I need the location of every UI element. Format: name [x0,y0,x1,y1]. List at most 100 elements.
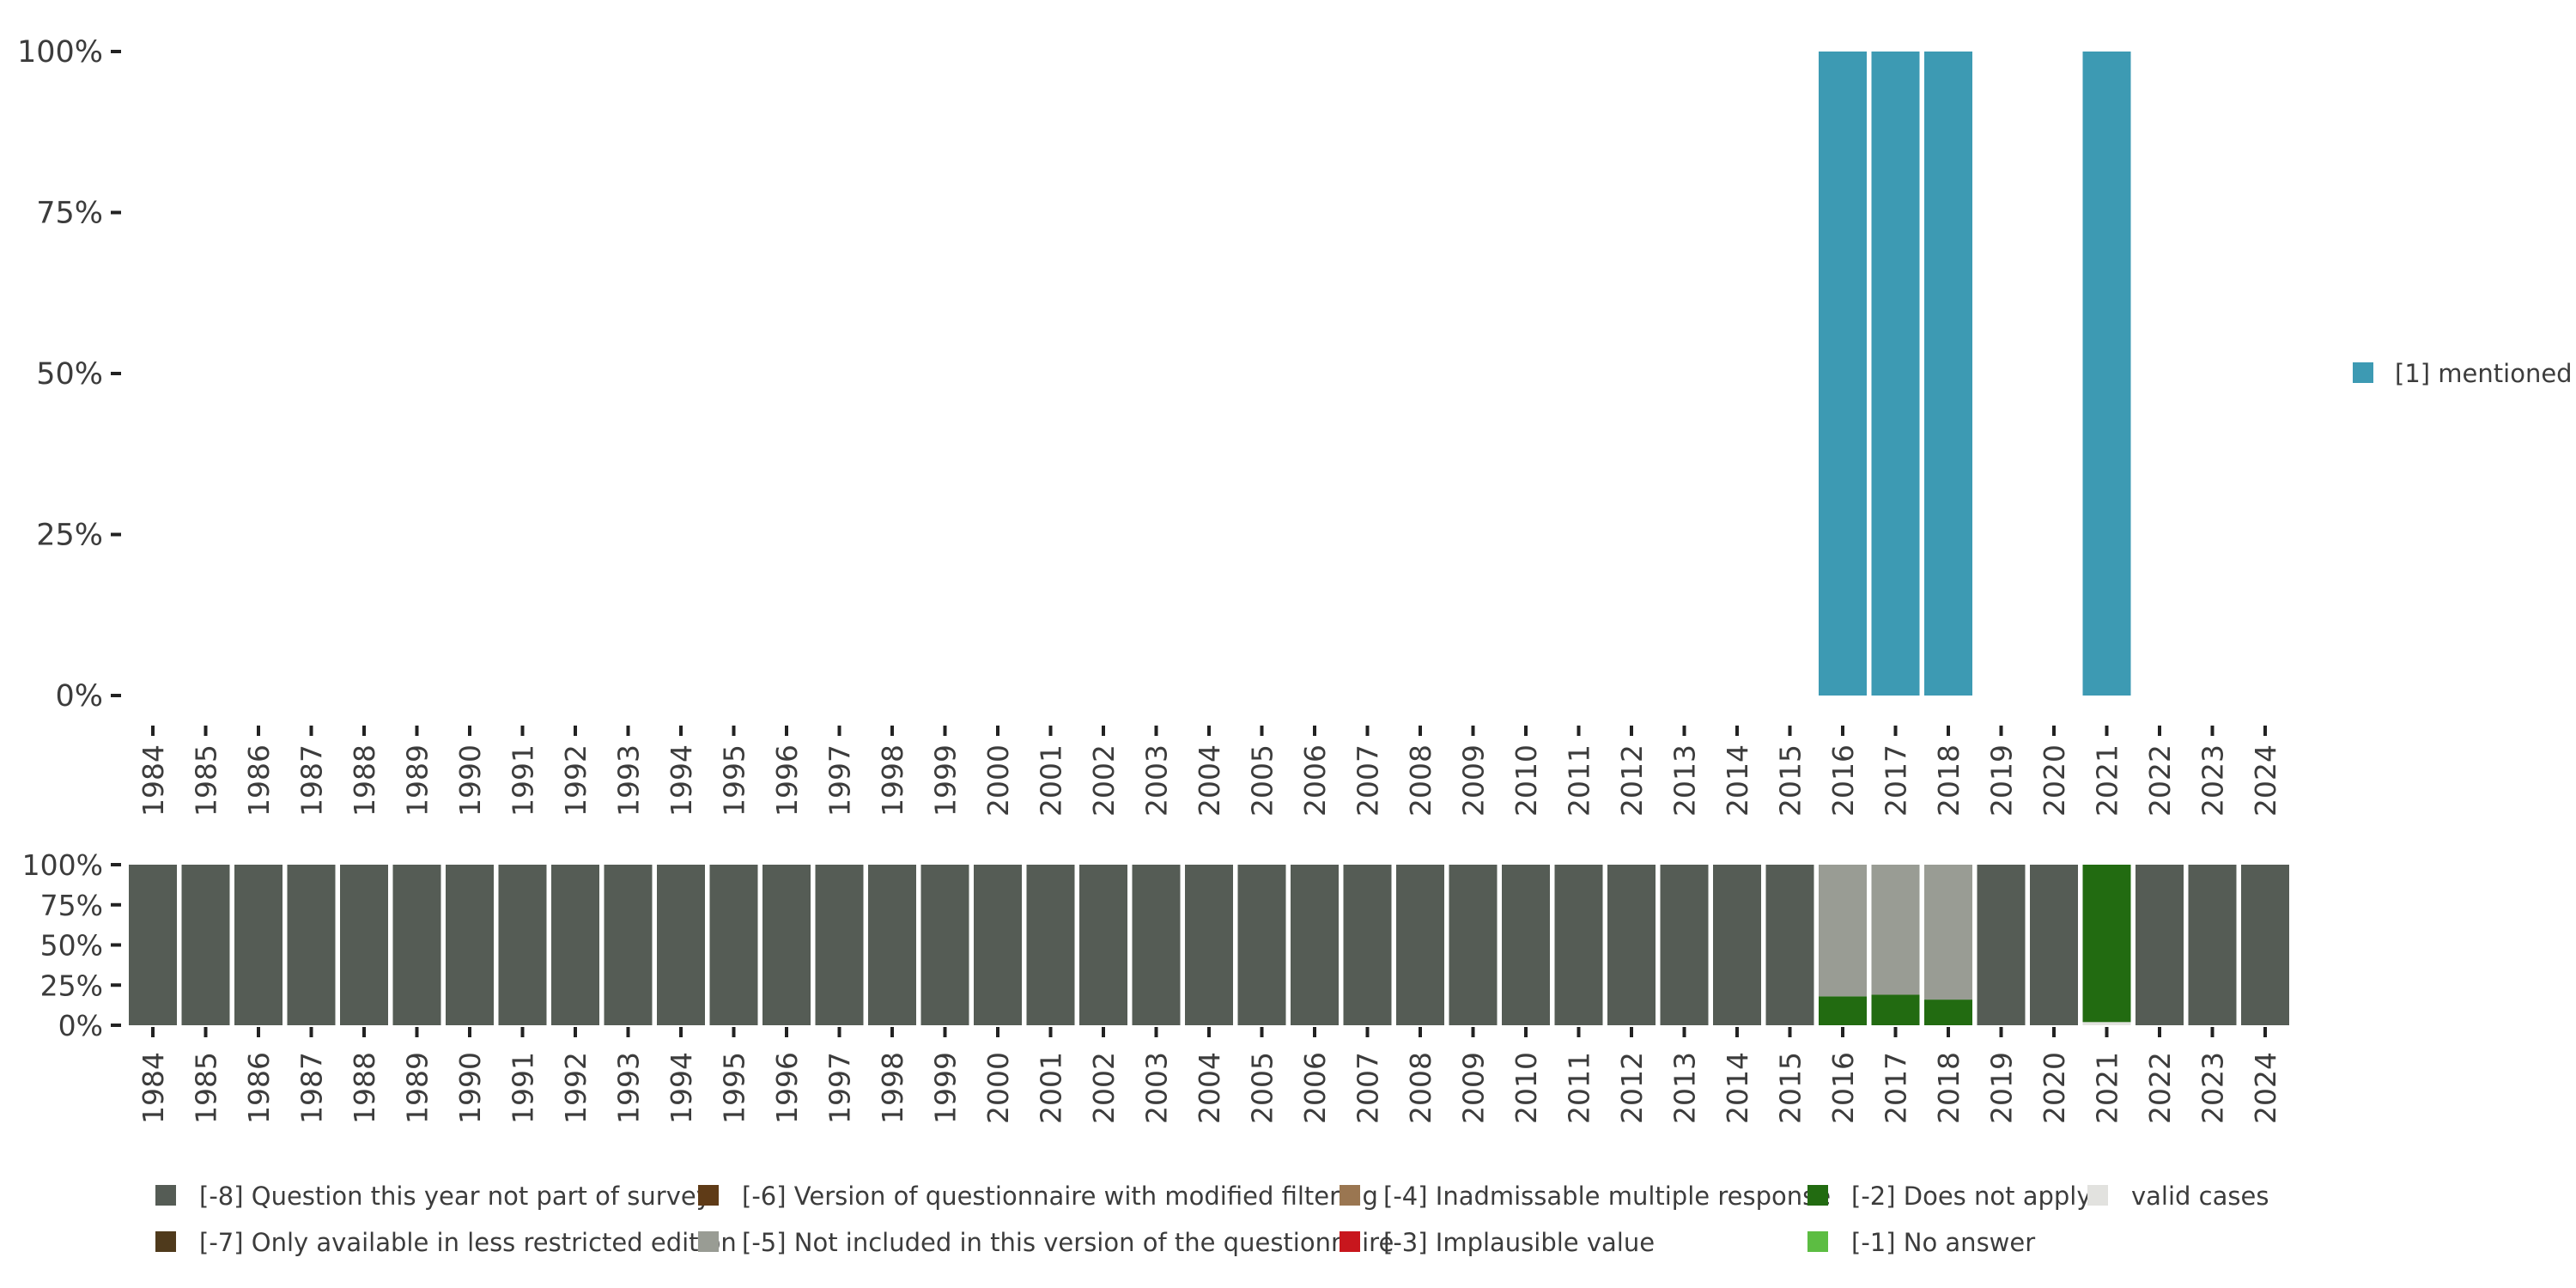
top-x-tick-label: 1987 [295,744,329,817]
bottom-x-tick-label: 2016 [1826,1052,1860,1124]
bottom-y-axis: 0% 25% 50% 75% 100% [22,848,121,1042]
top-x-tick-label: 1989 [401,744,434,817]
bottom-bar-2013-8-question-this-year-not-part-of-survey [1660,865,1709,1025]
bottom-legend-swatch-3-implausible-value [1340,1231,1360,1252]
bottom-bar-2014-8-question-this-year-not-part-of-survey [1713,865,1761,1025]
bottom-x-tick-label: 2009 [1457,1052,1491,1124]
bottom-legend-label-valid-cases: valid cases [2131,1182,2269,1211]
top-x-tick-label: 2013 [1668,744,1702,817]
top-bar-2018-1-mentioned [1924,52,1972,696]
bottom-bar-2008-8-question-this-year-not-part-of-survey [1396,865,1444,1025]
top-x-tick-label: 1986 [242,744,276,817]
bottom-legend-swatch-7-only-available-in-less-restricted-edition [155,1231,176,1252]
top-x-tick-label: 2006 [1298,744,1332,817]
bottom-legend-label-4-inadmissable-multiple-response: [-4] Inadmissable multiple response [1383,1182,1831,1211]
top-x-tick-label: 1996 [770,744,804,817]
bottom-legend-label-8-question-this-year-not-part-of-survey: [-8] Question this year not part of surv… [199,1182,711,1211]
bottom-x-tick-label: 2005 [1246,1052,1279,1124]
bottom-x-tick-label: 1985 [190,1052,223,1124]
bottom-bar-2005-8-question-this-year-not-part-of-survey [1237,865,1286,1025]
bottom-x-tick-label: 2007 [1352,1052,1385,1124]
bottom-x-tick-label: 2011 [1563,1052,1596,1124]
bottom-bar-2015-8-question-this-year-not-part-of-survey [1765,865,1814,1025]
bottom-x-tick-label: 2017 [1880,1052,1913,1124]
bottom-legend-label-6-version-of-questionnaire-with-modified-filtering: [-6] Version of questionnaire with modif… [742,1182,1378,1211]
bottom-bar-1985-8-question-this-year-not-part-of-survey [181,865,230,1025]
bottom-x-tick-label: 2013 [1668,1052,1702,1124]
bottom-bar-1997-8-question-this-year-not-part-of-survey [815,865,864,1025]
bottom-legend-swatch-2-does-not-apply [1807,1185,1828,1206]
top-legend-swatch [2353,362,2373,383]
top-bar-2021-1-mentioned [2082,52,2131,696]
bottom-bar-2021-2-does-not-apply [2082,865,2131,1023]
bottom-x-tick-label: 2023 [2196,1052,2230,1124]
top-x-tick-label: 1992 [559,744,592,817]
top-x-tick-label: 2018 [1932,744,1965,817]
bottom-bar-2007-8-question-this-year-not-part-of-survey [1343,865,1392,1025]
bottom-legend-swatch-valid-cases [2087,1185,2108,1206]
top-legend: [1] mentioned [2353,359,2573,388]
bottom-legend-swatch-4-inadmissable-multiple-response [1340,1185,1360,1206]
bottom-bar-2010-8-question-this-year-not-part-of-survey [1502,865,1550,1025]
bottom-legend-swatch-1-no-answer [1807,1231,1828,1252]
bottom-bar-1990-8-question-this-year-not-part-of-survey [446,865,494,1025]
bottom-x-tick-label: 2001 [1035,1052,1068,1124]
bottom-bar-2004-8-question-this-year-not-part-of-survey [1185,865,1233,1025]
top-y-tick-label: 25% [36,519,103,553]
top-x-tick-label: 2001 [1035,744,1068,817]
bottom-x-tick-label: 2020 [2038,1052,2071,1124]
top-x-tick-label: 1985 [190,744,223,817]
bottom-x-tick-label: 1993 [612,1052,646,1124]
bottom-x-tick-label: 1987 [295,1052,329,1124]
top-x-tick-label: 1995 [718,744,751,817]
bottom-x-tick-label: 1996 [770,1052,804,1124]
top-x-tick-label: 2009 [1457,744,1491,817]
bottom-x-tick-label: 2022 [2143,1052,2177,1124]
bottom-bar-1995-8-question-this-year-not-part-of-survey [709,865,758,1025]
top-y-tick-label: 75% [36,197,103,231]
top-x-tick-label: 2000 [981,744,1015,817]
bottom-x-tick-label: 1998 [876,1052,909,1124]
top-x-tick-label: 1993 [612,744,646,817]
top-x-axis: 1984 1985 1986 1987 1988 1989 1990 1991 1992 1993… [137,726,2282,817]
bottom-bar-1988-8-question-this-year-not-part-of-survey [340,865,388,1025]
top-x-tick-label: 2008 [1404,744,1437,817]
bottom-x-tick-label: 1994 [665,1052,698,1124]
top-bars [1819,52,2131,696]
bottom-y-tick-label: 100% [22,848,103,882]
bottom-bar-2019-8-question-this-year-not-part-of-survey [1977,865,2026,1025]
bottom-bar-2016-5-not-included-in-this-version-of-the-questionnaire [1819,865,1867,997]
bottom-x-tick-label: 1988 [348,1052,381,1124]
top-x-tick-label: 1994 [665,744,698,817]
bottom-bar-1999-8-question-this-year-not-part-of-survey [920,865,969,1025]
bottom-bar-2020-8-question-this-year-not-part-of-survey [2030,865,2078,1025]
bottom-bar-2003-8-question-this-year-not-part-of-survey [1132,865,1181,1025]
bottom-x-tick-label: 2000 [981,1052,1015,1124]
bottom-x-tick-label: 1984 [137,1052,170,1124]
top-x-tick-label: 1999 [929,744,963,817]
bottom-bar-2011-8-question-this-year-not-part-of-survey [1554,865,1603,1025]
bottom-bar-2018-5-not-included-in-this-version-of-the-questionnaire [1924,865,1972,1000]
bottom-bar-1987-8-question-this-year-not-part-of-survey [287,865,336,1025]
bottom-x-tick-label: 2019 [1985,1052,2019,1124]
bottom-bar-2017-2-does-not-apply [1871,994,1920,1025]
bottom-x-tick-label: 1986 [242,1052,276,1124]
bottom-legend: [-8] Question this year not part of surv… [155,1182,2269,1257]
bottom-bar-1993-8-question-this-year-not-part-of-survey [604,865,653,1025]
bottom-y-tick-label: 50% [40,929,103,963]
top-x-tick-label: 2024 [2249,744,2282,817]
top-x-tick-label: 1990 [453,744,487,817]
bottom-x-tick-label: 2002 [1087,1052,1121,1124]
top-x-tick-label: 2016 [1826,744,1860,817]
top-x-tick-label: 2005 [1246,744,1279,817]
bottom-x-tick-label: 2003 [1140,1052,1174,1124]
top-x-tick-label: 1997 [823,744,857,817]
bottom-bar-1992-8-question-this-year-not-part-of-survey [551,865,599,1025]
bottom-legend-swatch-6-version-of-questionnaire-with-modified-filtering [698,1185,719,1206]
top-x-tick-label: 2007 [1352,744,1385,817]
bottom-bar-1986-8-question-this-year-not-part-of-survey [234,865,283,1025]
bottom-x-tick-label: 1989 [401,1052,434,1124]
bottom-legend-swatch-5-not-included-in-this-version-of-the-questionnaire [698,1231,719,1252]
top-x-tick-label: 2017 [1880,744,1913,817]
